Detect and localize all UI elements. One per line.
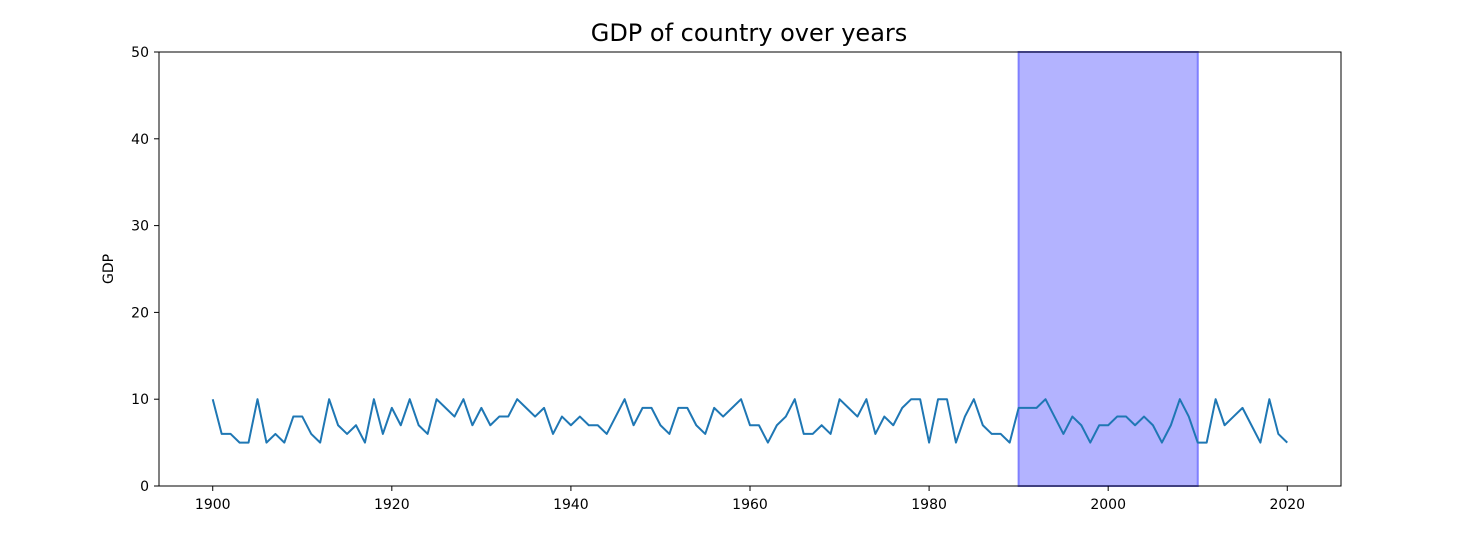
chart-title: GDP of country over years xyxy=(591,19,908,47)
highlight-span xyxy=(1017,51,1199,487)
y-tick-label: 0 xyxy=(140,479,149,495)
x-tick-label: 1940 xyxy=(553,497,589,513)
x-tick-label: 2000 xyxy=(1090,497,1126,513)
series-line-0 xyxy=(211,398,1288,444)
y-tick-label: 30 xyxy=(131,219,149,235)
y-axis-ticks: 0 10 20 30 40 50 xyxy=(131,45,159,495)
y-tick-label: 10 xyxy=(131,392,149,408)
y-tick-label: 20 xyxy=(131,305,149,321)
y-axis-label: GDP xyxy=(101,254,117,284)
x-axis-ticks: 1900 1920 1940 1960 1980 2000 2020 xyxy=(195,486,1305,513)
x-tick-label: 1960 xyxy=(732,497,768,513)
y-tick-label: 40 xyxy=(131,132,149,148)
x-tick-label: 1920 xyxy=(374,497,410,513)
x-tick-label: 2020 xyxy=(1269,497,1305,513)
x-tick-label: 1900 xyxy=(195,497,231,513)
series-layer xyxy=(211,398,1288,444)
x-tick-label: 1980 xyxy=(911,497,947,513)
y-tick-label: 50 xyxy=(131,45,149,61)
highlight-span-layer xyxy=(1017,51,1199,487)
